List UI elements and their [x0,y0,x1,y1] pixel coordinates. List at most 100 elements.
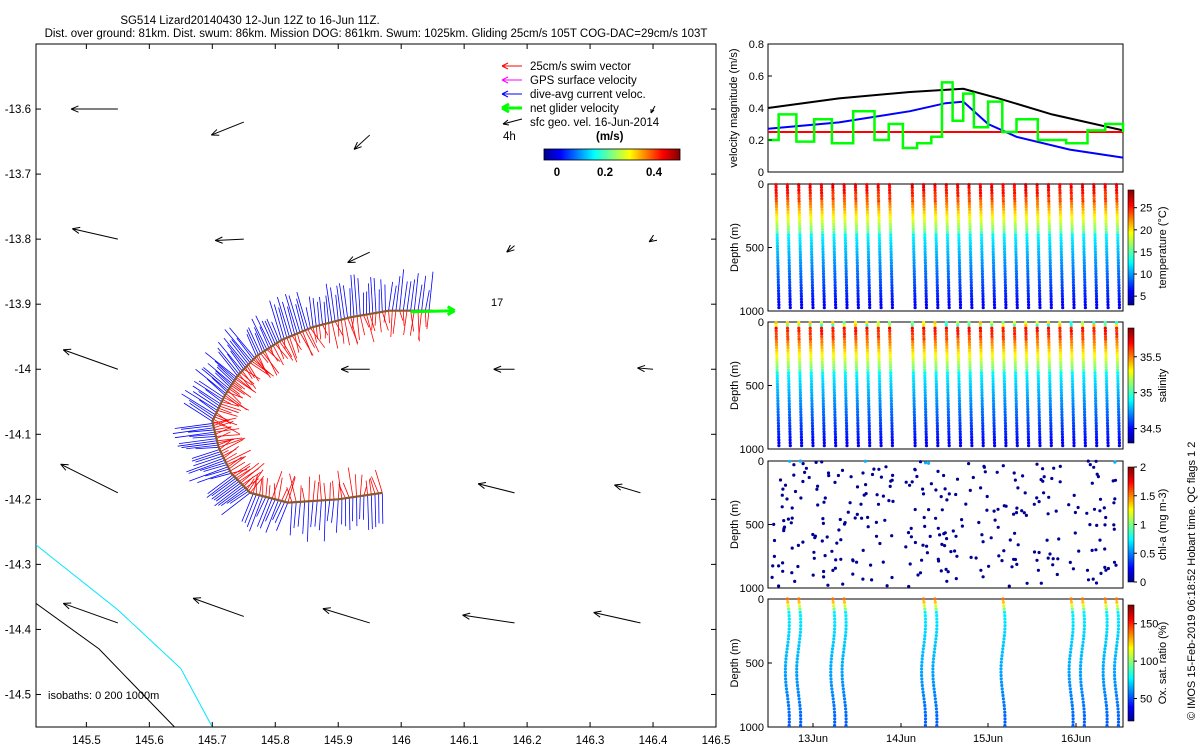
scatter-point [865,346,870,350]
scatter-point [911,199,915,203]
scatter-point [990,357,995,361]
scatter-point [889,365,893,369]
scatter-point [1085,568,1090,572]
scatter-point [799,297,804,301]
scatter-point [1002,354,1006,358]
scatter-point [934,238,938,243]
scatter-point [923,266,928,271]
scatter-point [1041,479,1045,483]
scatter-point [1035,197,1039,201]
scatter-point [1014,272,1019,276]
scatter-point [878,379,882,383]
scatter-point [1071,252,1075,257]
scatter-point [1024,329,1028,333]
scatter-point [888,349,892,353]
scatter-point [923,723,928,728]
scatter-point [888,213,892,217]
scatter-point [775,241,780,245]
scatter-point [979,208,983,212]
scatter-point [1082,368,1086,372]
scatter-point [1037,416,1041,420]
scatter-point [956,349,960,353]
scatter-point [889,404,894,409]
scatter-point [946,238,950,243]
scatter-point [1003,250,1007,254]
scatter-point [924,435,928,439]
swim-vector [337,470,343,499]
scatter-point [1013,346,1017,350]
scatter-point [833,410,837,414]
scatter-point [923,393,927,397]
scatter-point [841,650,846,654]
scatter-point [1072,297,1076,301]
scatter-point [1116,393,1120,397]
scatter-point [801,479,805,484]
scatter-point [867,272,871,276]
scatter-point [1098,538,1102,542]
scatter-point [811,300,815,304]
scatter-point [844,399,848,403]
scatter-point [865,323,869,327]
scatter-point [1068,680,1072,684]
scatter-point [831,332,835,336]
scatter-point [934,379,938,383]
scatter-point [777,430,781,434]
scatter-point [910,480,914,484]
dac-vector [184,389,218,411]
scatter-point [787,717,791,721]
scatter-point [1105,617,1109,621]
scatter-point [1093,244,1097,248]
scatter-point [1025,230,1029,234]
scatter-point [923,388,927,392]
dac-vector [211,477,237,497]
scatter-point [833,407,837,411]
scatter-point [856,300,860,304]
scatter-point [923,399,928,403]
scatter-point [1083,275,1087,279]
scatter-point [778,478,783,482]
scatter-point [836,473,841,478]
scatter-point [1116,365,1120,369]
scatter-point [775,222,779,226]
dac-vector [316,301,320,326]
scatter-point [888,208,892,212]
scatter-point [878,252,882,257]
scatter-point [979,332,983,336]
scatter-point [990,335,994,339]
scatter-point [968,213,972,217]
scatter-point [1104,199,1108,203]
scatter-point [888,199,892,203]
scatter-point [931,670,935,674]
swim-vector [235,469,251,479]
scatter-point [796,647,801,651]
scatter-point [788,280,792,284]
scatter-point [889,382,893,386]
scatter-point [854,337,858,341]
scatter-point [854,191,858,195]
scatter-point [808,340,813,344]
scatter-point [1083,283,1087,287]
colorbar-tick-1: 0.2 [597,167,613,179]
scatter-point [1117,306,1121,310]
scatter-point [1014,255,1018,259]
swim-vector [219,438,233,450]
legend-geo-head [502,119,510,126]
scatter-point [1088,463,1092,467]
scatter-point [911,211,915,215]
scatter-point [867,289,871,293]
scatter-point [786,199,790,203]
scatter-point [1114,321,1119,325]
scatter-point [957,385,961,389]
scatter-point [979,199,983,203]
scatter-point [1081,360,1085,364]
scatter-point [797,597,801,601]
swim-vector [230,385,245,395]
scatter-point [1071,266,1075,271]
scatter-point [820,227,825,231]
scatter-point [1026,280,1030,284]
scatter-point [967,340,972,344]
scatter-point [1093,247,1097,251]
scatter-point [1104,607,1108,611]
scatter-point [1105,382,1109,386]
speed-axes-frame [767,43,1124,173]
